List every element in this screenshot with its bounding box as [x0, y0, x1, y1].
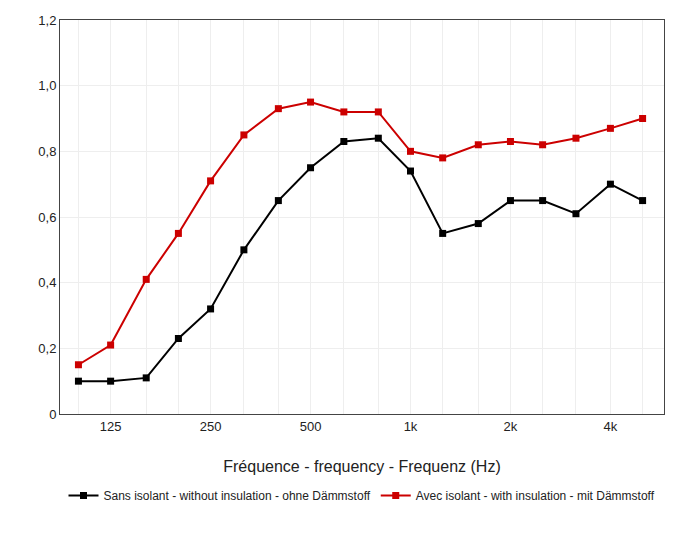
svg-text:125: 125	[100, 419, 122, 434]
svg-text:500: 500	[300, 419, 322, 434]
svg-text:0,4: 0,4	[38, 275, 56, 290]
svg-text:0,8: 0,8	[38, 144, 56, 159]
svg-text:1k: 1k	[404, 419, 418, 434]
svg-text:2k: 2k	[504, 419, 518, 434]
svg-text:Sans isolant - without insulat: Sans isolant - without insulation - ohne…	[104, 489, 371, 503]
svg-text:0: 0	[49, 407, 56, 422]
svg-text:0,2: 0,2	[38, 341, 56, 356]
svg-text:1,0: 1,0	[38, 78, 56, 93]
svg-text:250: 250	[200, 419, 222, 434]
svg-text:Fréquence - frequency - Freque: Fréquence - frequency - Frequenz (Hz)	[223, 458, 500, 475]
svg-text:Avec isolant - with insulation: Avec isolant - with insulation - mit Däm…	[416, 489, 655, 503]
svg-text:0,6: 0,6	[38, 210, 56, 225]
svg-text:1,2: 1,2	[38, 13, 56, 28]
svg-text:4k: 4k	[604, 419, 618, 434]
